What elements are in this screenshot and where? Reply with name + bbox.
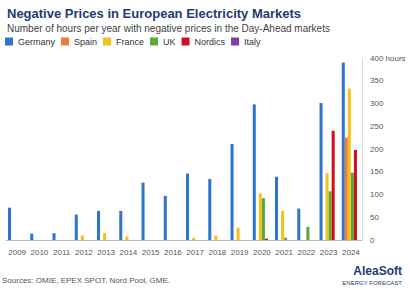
- svg-text:Number of hours per year with: Number of hours per year with negative p…: [7, 23, 330, 34]
- svg-text:250: 250: [370, 122, 384, 131]
- svg-text:2014: 2014: [119, 248, 137, 257]
- svg-text:France: France: [116, 37, 144, 47]
- svg-text:2010: 2010: [30, 248, 48, 257]
- svg-text:AleaSoft: AleaSoft: [353, 264, 402, 278]
- svg-text:2018: 2018: [208, 248, 226, 257]
- svg-text:Negative Prices in European El: Negative Prices in European Electricity …: [7, 6, 301, 21]
- svg-text:2019: 2019: [231, 248, 249, 257]
- svg-text:2017: 2017: [186, 248, 204, 257]
- svg-text:Italy: Italy: [244, 37, 261, 47]
- svg-text:2013: 2013: [97, 248, 115, 257]
- svg-text:2023: 2023: [320, 248, 338, 257]
- svg-text:Nordics: Nordics: [195, 37, 226, 47]
- svg-text:2012: 2012: [75, 248, 93, 257]
- svg-text:2024: 2024: [342, 248, 360, 257]
- svg-text:150: 150: [370, 167, 384, 176]
- svg-text:Spain: Spain: [74, 37, 97, 47]
- svg-text:2021: 2021: [275, 248, 293, 257]
- svg-text:50: 50: [370, 213, 379, 222]
- svg-text:300: 300: [370, 99, 384, 108]
- svg-text:2020: 2020: [253, 248, 271, 257]
- svg-text:100: 100: [370, 190, 384, 199]
- svg-text:Germany: Germany: [18, 37, 56, 47]
- svg-text:2011: 2011: [53, 248, 71, 257]
- svg-text:UK: UK: [163, 37, 176, 47]
- svg-text:2016: 2016: [164, 248, 182, 257]
- svg-text:200: 200: [370, 145, 384, 154]
- svg-text:350: 350: [370, 76, 384, 85]
- svg-text:ENERGY FORECAST: ENERGY FORECAST: [342, 280, 402, 286]
- svg-text:Sources: OMIE, EPEX SPOT, Nord: Sources: OMIE, EPEX SPOT, Nord Pool, GME…: [2, 276, 170, 285]
- svg-text:0: 0: [370, 236, 375, 245]
- svg-text:2022: 2022: [297, 248, 315, 257]
- svg-text:2015: 2015: [142, 248, 160, 257]
- svg-text:400 hours: 400 hours: [370, 54, 406, 63]
- svg-text:2009: 2009: [8, 248, 26, 257]
